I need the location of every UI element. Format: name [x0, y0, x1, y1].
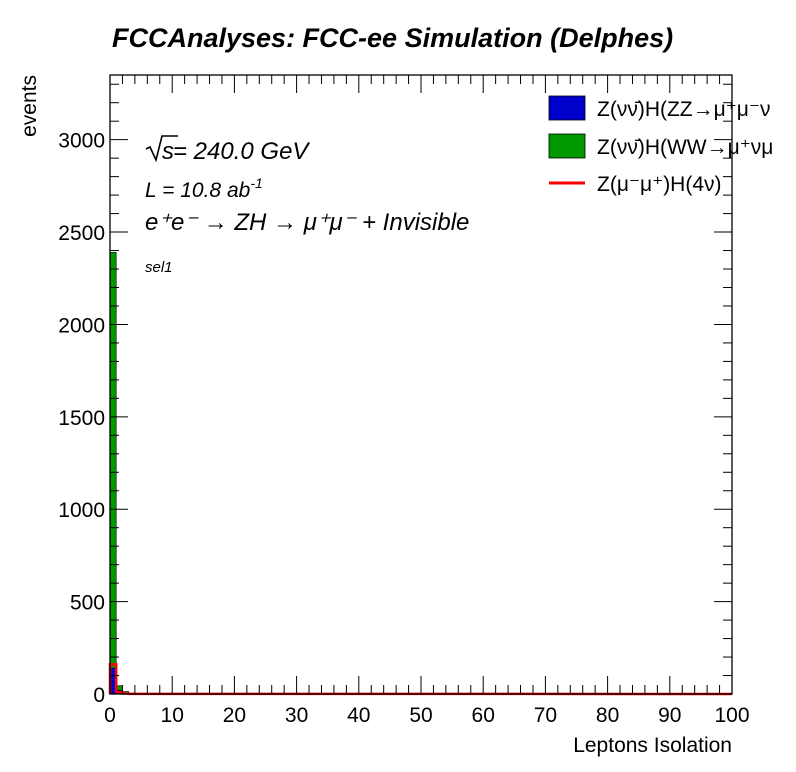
- y-tick-label-1500: 1500: [58, 407, 105, 430]
- x-axis-label: Leptons Isolation: [573, 734, 732, 757]
- luminosity-exponent: -1: [250, 175, 262, 191]
- x-tick-label-100: 100: [714, 704, 749, 727]
- x-tick-label-80: 80: [596, 704, 619, 727]
- y-tick-label-0: 0: [93, 684, 105, 707]
- x-tick-label-90: 90: [658, 704, 681, 727]
- x-tick-label-20: 20: [223, 704, 246, 727]
- y-tick-label-2000: 2000: [58, 314, 105, 337]
- process-label: e⁺e⁻ → ZH → μ⁺μ⁻ + Invisible: [145, 209, 469, 236]
- luminosity-label: L = 10.8 ab-1: [145, 175, 263, 202]
- y-tick-label-3000: 3000: [58, 130, 105, 153]
- y-tick-label-2500: 2500: [58, 222, 105, 245]
- legend-label-1: Z(νν̄)H(WW→μ⁺νμ: [597, 136, 773, 159]
- x-tick-label-40: 40: [347, 704, 370, 727]
- legend: Z(νν̄)H(ZZ→μ⁺μ⁻ν Z(νν̄)H(WW→μ⁺νμ Z(μ⁻μ⁺)H(…: [548, 95, 773, 196]
- legend-label-2: Z(μ⁻μ⁺)H(4ν): [597, 173, 722, 196]
- sqrt-s-annotation: s = 240.0 GeV: [145, 135, 310, 165]
- bar-ww-bin-0: [109, 252, 117, 669]
- sqrt-s-symbol: s: [162, 138, 174, 165]
- selection-label: sel1: [145, 259, 173, 276]
- x-tick-label-0: 0: [104, 704, 116, 727]
- energy-label: = 240.0 GeV: [173, 138, 310, 165]
- x-tick-label-70: 70: [534, 704, 557, 727]
- y-axis-ticks: 0 500 1000 1500 2000 2500 3000: [58, 83, 732, 707]
- x-tick-label-60: 60: [472, 704, 495, 727]
- x-axis-ticks: 0 10 20 30 40 50 60 70 80 90 100: [104, 75, 750, 727]
- legend-swatch-0: [548, 95, 586, 121]
- y-tick-label-500: 500: [70, 592, 105, 615]
- legend-label-0: Z(νν̄)H(ZZ→μ⁺μ⁻ν: [597, 98, 771, 121]
- plot-frame: [109, 74, 733, 695]
- x-tick-label-30: 30: [285, 704, 308, 727]
- legend-swatch-1: [548, 133, 586, 159]
- sqrt-symbol-icon: [145, 135, 178, 163]
- luminosity-value: L = 10.8 ab: [145, 179, 251, 202]
- chart-title: FCCAnalyses: FCC-ee Simulation (Delphes): [112, 23, 673, 53]
- histogram-bars: [109, 252, 136, 695]
- y-axis-label: events: [18, 75, 41, 137]
- y-tick-label-1000: 1000: [58, 499, 105, 522]
- x-tick-label-50: 50: [409, 704, 432, 727]
- x-tick-label-10: 10: [161, 704, 184, 727]
